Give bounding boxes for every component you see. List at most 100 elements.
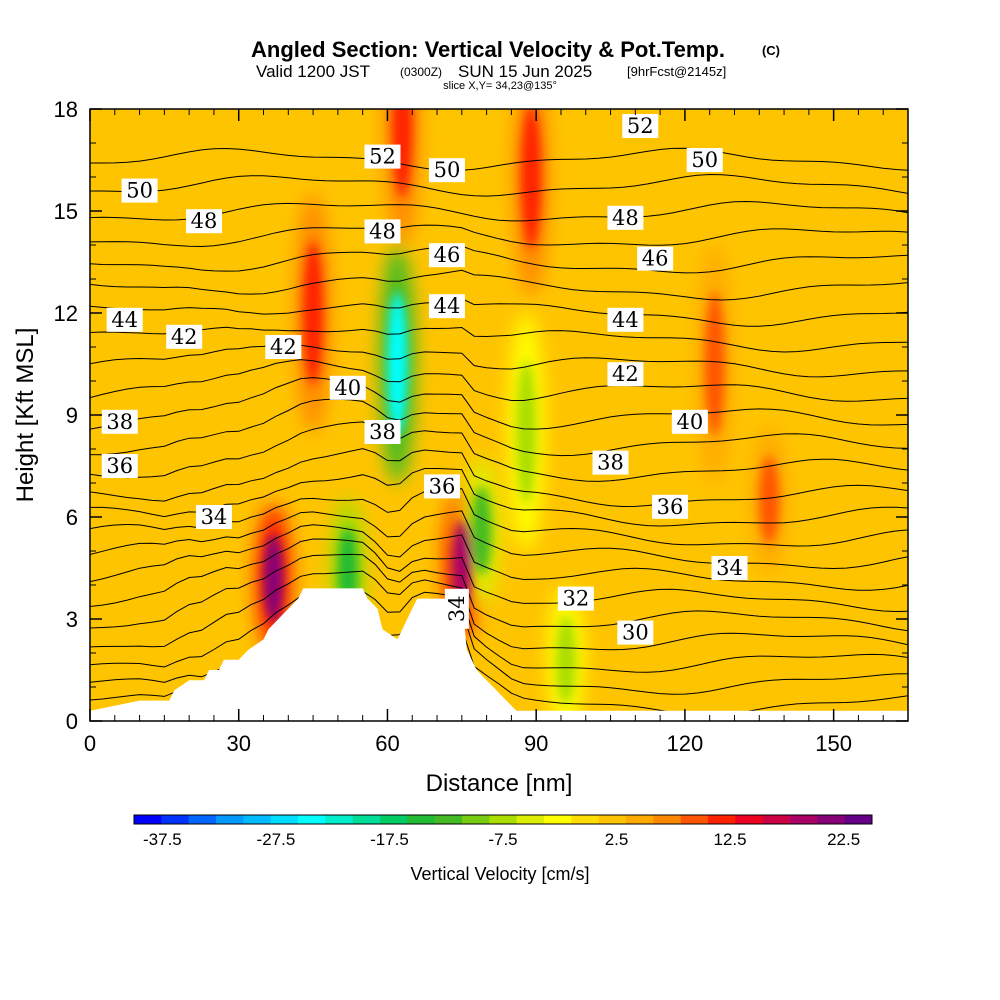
contour-label-text: 38 [369,420,396,444]
velocity-updraft-core [521,109,542,249]
velocity-updraft-core [392,109,413,198]
contour-label: 44 [428,294,465,319]
theta-contour-line [90,344,908,378]
plot-background [90,109,908,721]
colorbar-swatch [735,815,764,824]
contour-label: 42 [607,362,644,387]
contour-labels: 30 32 34 34 34 36 36 36 38 38 38 40 40 42 42 42 44 44 44 46… [101,114,748,645]
contour-label-text: 34 [201,505,228,529]
colorbar-tick-label: -7.5 [488,830,517,849]
colorbar-label: Vertical Velocity [cm/s] [410,864,589,884]
theta-contour-line [90,421,908,482]
contour-label: 48 [607,205,644,230]
contour-label: 44 [106,307,143,332]
colorbar-swatch [762,815,791,824]
colorbar-tick-label: -17.5 [370,830,409,849]
colorbar-tick-label: -27.5 [257,830,296,849]
colorbar-frame [133,814,873,825]
colorbar-swatch [626,815,654,824]
contour-label-text: 32 [562,587,589,611]
colorbar-swatch [161,815,190,824]
x-tick-label: 90 [524,731,548,756]
contour-label: 34 [711,556,748,580]
colorbar-swatch [134,815,162,824]
contour-label: 50 [428,158,465,183]
contour-label-text: 34 [445,595,469,622]
contour-label: 46 [637,246,674,271]
contour-label: 38 [364,420,401,444]
contour-label: 52 [364,144,401,169]
chart-title: Angled Section: Vertical Velocity & Pot.… [251,37,725,62]
theta-contour-line [90,359,908,402]
colorbar: -37.5 -27.5 -17.5 -7.5 2.5 12.5 22.5 [133,814,873,849]
colorbar-swatch [489,815,518,824]
contour-label: 40 [329,375,366,400]
contour-label-text: 42 [171,325,198,349]
contour-label-text: 36 [429,474,456,498]
velocity-downdraft-core [516,360,537,504]
colorbar-tick-label: 22.5 [827,830,860,849]
colorbar-swatch [407,815,436,824]
contour-label: 50 [686,148,723,172]
colorbar-swatch [844,815,873,824]
colorbar-swatch [516,815,545,824]
contour-label-text: 36 [657,495,684,519]
theta-contour-line [90,298,908,327]
velocity-updraft-core [263,534,284,623]
contour-label: 40 [671,409,708,434]
theta-contour-line [90,570,908,651]
contour-label-text: 46 [434,243,461,267]
theta-contour-line [90,524,908,591]
contour-label-text: 38 [597,451,624,475]
y-tick-label: 12 [54,301,78,326]
valid-date: SUN 15 Jun 2025 [458,62,592,81]
contour-label-text: 48 [612,206,639,230]
velocity-downdraft-core [387,292,408,436]
x-tick-label: 60 [375,731,399,756]
theta-contour-line [90,326,908,353]
contour-label-text: 40 [676,410,703,434]
velocity-downdraft-core [471,486,492,575]
theta-contour-line [90,173,908,197]
contour-label: 38 [101,409,138,434]
colorbar-swatch [216,815,244,824]
contour-label: 36 [652,494,689,519]
colorbar-swatch [352,815,381,824]
x-axis-label: Distance [nm] [426,770,573,797]
colorbar-swatch [653,815,682,824]
theta-contour-line [90,510,908,570]
x-tick-label: 150 [815,731,852,756]
y-tick-label: 9 [66,403,78,428]
colorbar-swatch [598,815,627,824]
colorbar-swatch [680,815,709,824]
velocity-updraft-core [704,292,725,436]
colorbar-tick-label: -37.5 [143,830,182,849]
y-tick-label: 18 [54,97,78,122]
colorbar-swatch [462,815,490,824]
colorbar-swatch [708,815,736,824]
theta-contour-line [90,590,908,673]
slice-info: slice X,Y= 34,23@135° [443,80,557,92]
terrain-mask [90,588,908,721]
contour-label: 34 [195,505,232,529]
contour-label-text: 34 [716,556,743,580]
y-tick-label: 3 [66,607,78,632]
chart-title-unit: (C) [762,43,780,58]
valid-time-prefix: Valid 1200 JST [256,62,370,81]
contour-label-text: 42 [612,362,639,386]
contour-label-text: 44 [434,294,461,318]
x-tick-label: 120 [667,731,704,756]
colorbar-swatch [434,815,463,824]
contour-label-text: 38 [106,410,133,434]
contour-label-text: 50 [434,158,461,182]
contour-label-text: 44 [612,308,639,332]
contour-label: 46 [428,243,465,268]
colorbar-swatch [298,815,326,824]
contour-label: 38 [592,450,629,475]
contour-label: 48 [364,219,401,244]
theta-contour-line [90,147,908,172]
colorbar-swatch [544,815,572,824]
colorbar-swatch [817,815,846,824]
